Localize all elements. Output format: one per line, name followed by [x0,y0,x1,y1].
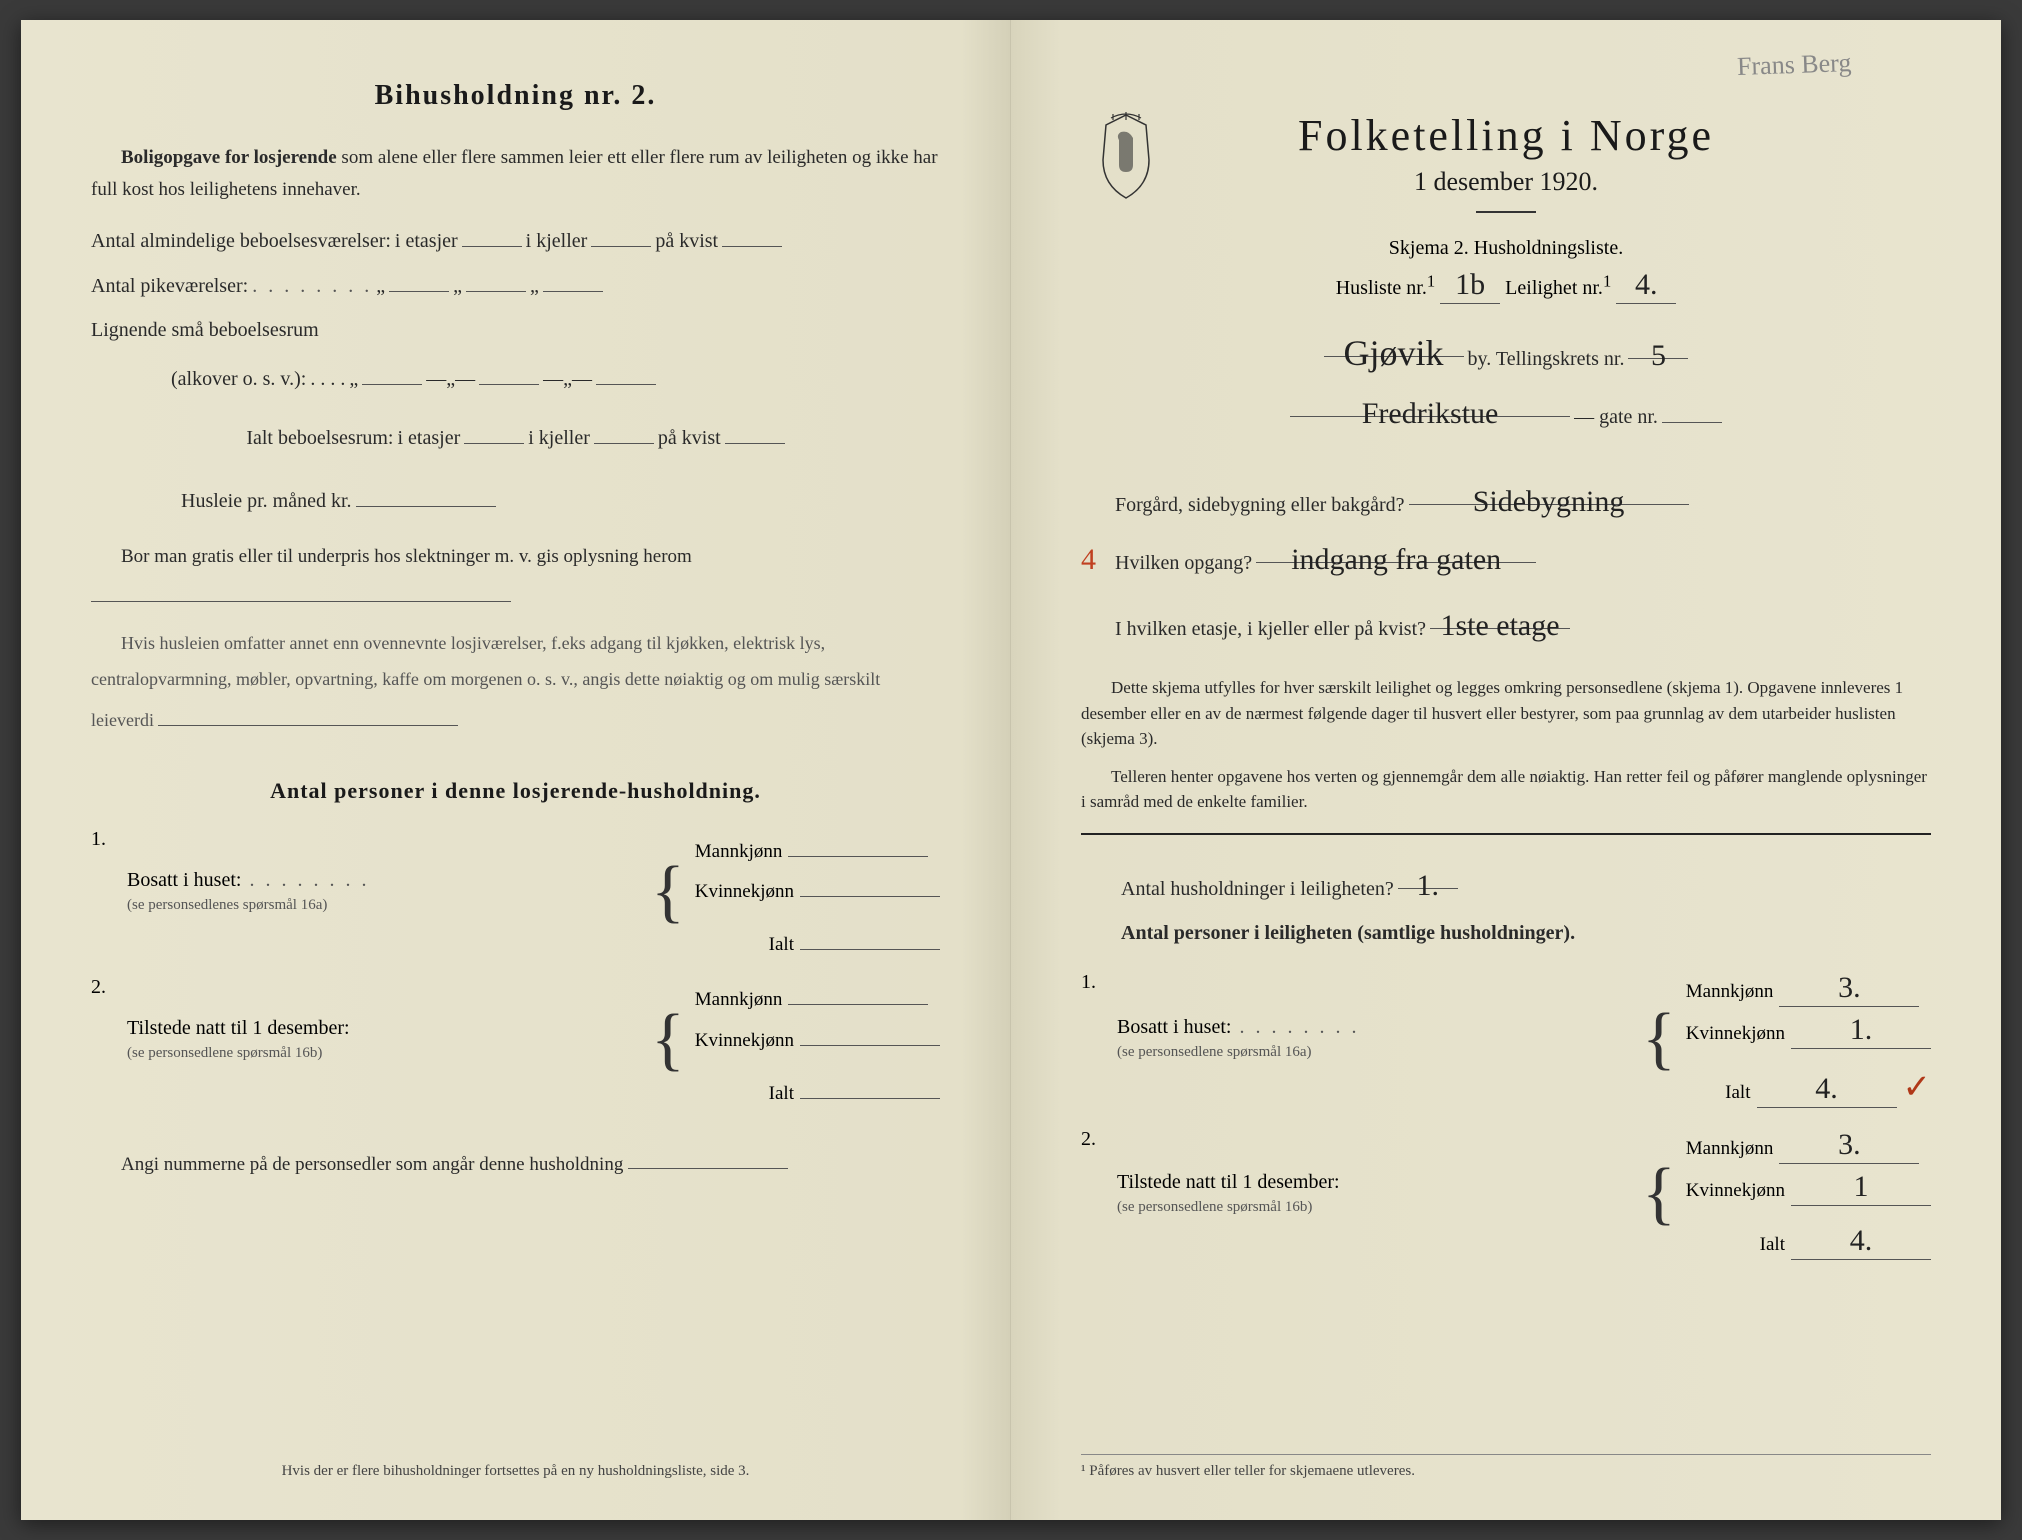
fill-kjeller [591,219,651,248]
forgard-value: Sidebygning [1409,469,1689,505]
row3-label2: (alkover o. s. v.): [171,357,306,401]
gratis-para: Bor man gratis eller til underpris hos s… [91,541,940,613]
brace-icon: { [651,1012,685,1068]
left-footnote: Hvis der er flere bihusholdninger fortse… [91,1463,940,1480]
fill [479,356,539,385]
right-page: Frans Berg Folketelling i Norge 1 desemb… [1011,20,2001,1520]
row3-label1: Lignende små beboelsesrum [91,308,319,352]
etasje-value: 1ste etage [1430,593,1570,629]
lbl-etasjer: i etasjer [395,219,458,263]
main-title: Folketelling i Norge [1081,110,1931,161]
husleie-label: Husleie pr. måned kr. [181,479,352,523]
instructions-2: Telleren henter opgavene hos verten og g… [1081,764,1931,815]
etasje-row: I hvilken etasje, i kjeller eller på kvi… [1081,593,1931,651]
lbl-kvist: på kvist [655,219,718,263]
row1-label: Antal almindelige beboelsesværelser: [91,219,391,263]
fill [362,356,422,385]
antal-hush-row: Antal husholdninger i leiligheten? 1. [1081,853,1931,911]
document-spread: Bihusholdning nr. 2. Boligopgave for los… [21,20,2001,1520]
opgang-value: indgang fra gaten [1256,527,1536,563]
row-husleie: Husleie pr. måned kr. [91,478,940,523]
section2-title: Antal personer i denne losjerende-hushol… [91,778,940,804]
gate-row: Fredrikstue — gate nr. [1081,381,1931,439]
pencil-annotation: Frans Berg [1736,48,1851,82]
red-mark-4: 4 [1081,527,1111,593]
fill-husleie [356,478,496,507]
left-item-2: 2. Tilstede natt til 1 desember: (se per… [91,976,940,1104]
left-title: Bihusholdning nr. 2. [91,80,940,112]
fill [543,263,603,292]
dots [252,264,372,308]
right-item-2: 2. Tilstede natt til 1 desember: (se per… [1081,1128,1931,1260]
by-row: Gjøvik by. Tellingskrets nr. 5 [1081,314,1931,381]
brace-icon: { [1642,1166,1676,1222]
forgard-row: Forgård, sidebygning eller bakgård? Side… [1081,469,1931,527]
intro-paragraph: Boligopgave for losjerende som alene ell… [91,142,940,207]
lbl-kjeller: i kjeller [526,219,588,263]
row-ialt: Ialt beboelsesrum: i etasjer i kjeller p… [91,415,940,460]
fill-etasjer [462,219,522,248]
krets-value: 5 [1628,323,1688,359]
row-beboelse: Antal almindelige beboelsesværelser: i e… [91,219,940,264]
title-rule [1476,211,1536,213]
instructions-1: Dette skjema utfylles for hver særskilt … [1081,675,1931,752]
leilighet-value: 4. [1616,268,1676,304]
ialt-label: Ialt beboelsesrum: [246,416,393,460]
gate-value: Fredrikstue [1290,381,1570,417]
brace-icon: { [651,864,685,920]
kvinne1-value: 1. [1791,1013,1931,1049]
angi-row: Angi nummerne på de personsedler som ang… [91,1141,940,1181]
row-alkover: Lignende små beboelsesrum (alkover o. s.… [91,308,940,401]
intro-bold: Boligopgave for losjerende [121,147,337,168]
husliste-row: Husliste nr.1 1b Leilighet nr.1 4. [1081,268,1931,304]
husliste-value: 1b [1440,268,1500,304]
right-footnote: ¹ Påføres av husvert eller teller for sk… [1081,1454,1931,1480]
row-pike: Antal pikeværelser: „ „ „ [91,263,940,308]
kvinne2-value: 1 [1791,1170,1931,1206]
right-item-1: 1. Bosatt i huset: (se personsedlene spø… [1081,971,1931,1108]
left-item-1: 1. Bosatt i huset: (se personsedlenes sp… [91,828,940,956]
by-value: Gjøvik [1324,314,1464,357]
fill [596,356,656,385]
note-para: Hvis husleien omfatter annet enn ovennev… [91,625,940,738]
gate-nr [1662,394,1722,423]
ialt2-value: 4. [1791,1224,1931,1260]
coat-of-arms-icon [1091,110,1161,200]
left-page: Bihusholdning nr. 2. Boligopgave for los… [21,20,1011,1520]
opgang-row: 4 Hvilken opgang? indgang fra gaten [1081,527,1931,593]
fill [389,263,449,292]
brace-icon: { [1642,1011,1676,1067]
ialt1-value: 4. [1757,1072,1897,1108]
sub-date: 1 desember 1920. [1081,167,1931,197]
mann2-value: 3. [1779,1128,1919,1164]
fill [466,263,526,292]
antal-hush-value: 1. [1398,853,1458,889]
antal-pers-label: Antal personer i leiligheten (samtlige h… [1081,911,1931,955]
check-mark-icon: ✓ [1903,1067,1932,1107]
schema-label: Skjema 2. Husholdningsliste. [1081,237,1931,260]
mann1-value: 3. [1779,971,1919,1007]
divider [1081,833,1931,835]
row2-label: Antal pikeværelser: [91,264,248,308]
fill-kvist [722,219,782,248]
